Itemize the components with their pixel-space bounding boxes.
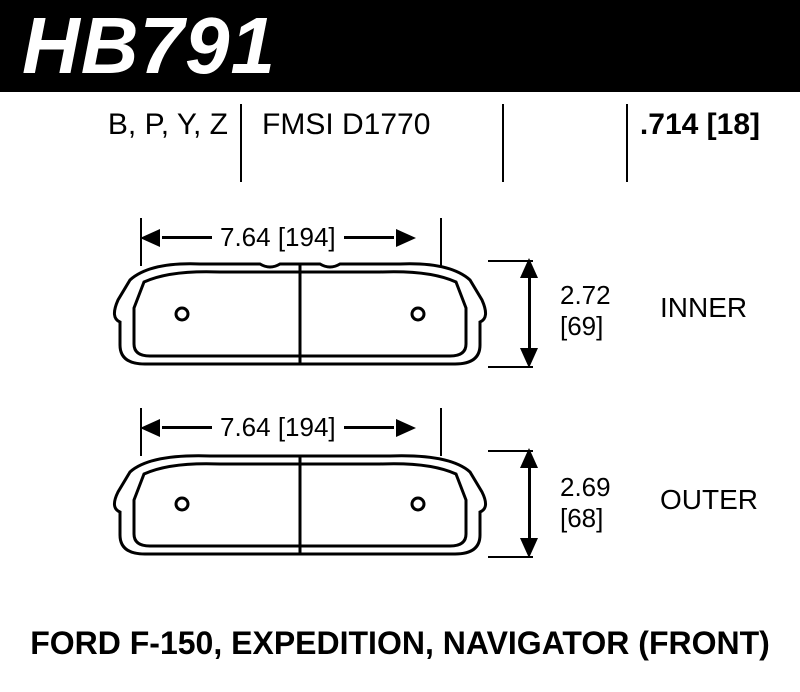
height-dimension-inner xyxy=(520,258,538,368)
pad-inner-svg xyxy=(110,260,490,375)
dim-line xyxy=(344,236,394,239)
arrow-down-icon xyxy=(520,348,538,368)
application-text: FORD F-150, EXPEDITION, NAVIGATOR (FRONT… xyxy=(0,625,800,662)
ext-line xyxy=(140,408,142,456)
height-label-outer: 2.69 [68] xyxy=(560,472,611,534)
brake-pad-outer xyxy=(110,450,490,565)
arrow-right-icon xyxy=(396,229,416,247)
height-label-inner: 2.72 [69] xyxy=(560,280,611,342)
height-dimension-outer xyxy=(520,448,538,558)
info-row: B, P, Y, Z FMSI D1770 .714 [18] xyxy=(40,108,760,182)
dim-line xyxy=(162,236,212,239)
diagram-zone: 7.64 [194] 2.72 [69] xyxy=(0,200,800,620)
dim-line xyxy=(528,278,531,348)
height-in-outer: 2.69 xyxy=(560,472,611,502)
arrow-left-icon xyxy=(140,229,160,247)
ext-line xyxy=(488,366,533,368)
arrow-down-icon xyxy=(520,538,538,558)
width-label-outer: 7.64 [194] xyxy=(214,412,342,443)
dim-line xyxy=(528,468,531,538)
thickness-text: .714 [18] xyxy=(628,108,760,142)
width-label-inner: 7.64 [194] xyxy=(214,222,342,253)
arrow-left-icon xyxy=(140,419,160,437)
pad-name-outer: OUTER xyxy=(660,484,758,516)
width-dimension-inner: 7.64 [194] xyxy=(140,222,416,253)
brake-pad-inner xyxy=(110,260,490,375)
pad-outer-svg xyxy=(110,450,490,565)
height-mm-outer: [68] xyxy=(560,503,603,533)
ext-line xyxy=(440,218,442,266)
dim-line xyxy=(162,426,212,429)
ext-line xyxy=(488,556,533,558)
height-in-inner: 2.72 xyxy=(560,280,611,310)
ext-line xyxy=(488,260,533,262)
part-number: HB791 xyxy=(22,0,276,92)
dim-line xyxy=(344,426,394,429)
ext-line xyxy=(488,450,533,452)
fmsi-text: FMSI D1770 xyxy=(242,108,502,142)
divider xyxy=(502,104,504,182)
header-band: HB791 xyxy=(0,0,800,92)
compounds-text: B, P, Y, Z xyxy=(40,108,240,142)
ext-line xyxy=(440,408,442,456)
arrow-right-icon xyxy=(396,419,416,437)
height-mm-inner: [69] xyxy=(560,311,603,341)
width-dimension-outer: 7.64 [194] xyxy=(140,412,416,443)
pad-name-inner: INNER xyxy=(660,292,747,324)
ext-line xyxy=(140,218,142,266)
